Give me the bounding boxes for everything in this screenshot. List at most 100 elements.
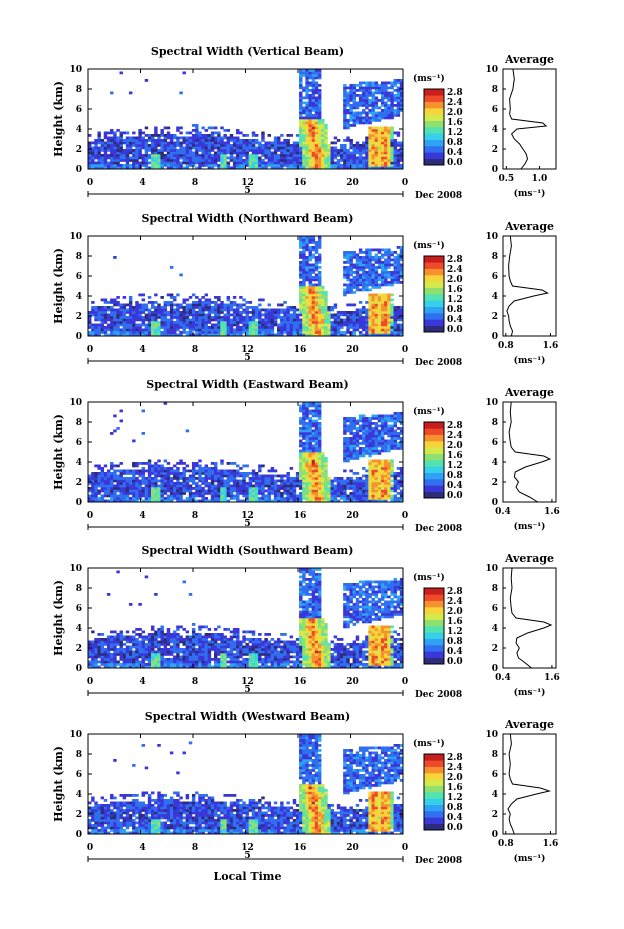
heatmap-cell — [113, 313, 117, 317]
heatmap-cell — [377, 266, 382, 269]
heatmap-cell — [169, 266, 174, 269]
heatmap-cell — [236, 311, 240, 314]
heatmap-cell — [97, 131, 101, 135]
heatmap-cell — [251, 472, 256, 475]
heatmap-cell — [201, 333, 205, 337]
heatmap-cell — [387, 253, 391, 257]
heatmap-cell — [119, 318, 123, 322]
heatmap-cell — [399, 326, 404, 329]
heatmap-cell — [185, 331, 190, 334]
avg-y-tick-label: 4 — [492, 292, 498, 302]
heatmap-cell — [270, 474, 275, 478]
heatmap-cell — [201, 159, 205, 162]
heatmap-cell — [314, 81, 319, 85]
heatmap-cell — [311, 459, 316, 463]
heatmap-cell — [299, 246, 303, 249]
heatmap-cell — [317, 146, 322, 150]
heatmap-cell — [317, 303, 322, 307]
heatmap-cell — [217, 154, 221, 157]
heatmap-cell — [324, 316, 328, 319]
heatmap-cell — [330, 326, 334, 329]
heatmap-cell — [151, 464, 155, 468]
heatmap-cell — [324, 492, 328, 495]
heatmap-cell — [270, 321, 275, 324]
heatmap-cell — [343, 313, 347, 317]
heatmap-cell — [277, 164, 281, 167]
heatmap-cell — [103, 151, 108, 155]
heatmap-cell — [352, 313, 357, 317]
heatmap-cell — [201, 479, 205, 483]
heatmap-cell — [380, 91, 385, 95]
heatmap-cell — [380, 146, 385, 150]
heatmap-cell — [251, 492, 256, 495]
heatmap-cell — [239, 156, 243, 160]
heatmap-cell — [226, 136, 231, 140]
heatmap-cell — [125, 141, 130, 145]
heatmap-cell — [324, 459, 328, 463]
heatmap-cell — [289, 477, 294, 480]
heatmap-cell — [214, 462, 218, 465]
heatmap-cell — [314, 104, 319, 107]
heatmap-cell — [371, 159, 375, 162]
heatmap-cell — [384, 271, 388, 274]
heatmap-cell — [362, 422, 366, 425]
heatmap-cell — [166, 293, 171, 297]
panel-1 — [87, 68, 404, 197]
heatmap-cell — [138, 139, 142, 142]
heatmap-cell — [113, 499, 117, 503]
heatmap-cell — [188, 311, 193, 314]
heatmap-cell — [349, 484, 353, 488]
heatmap-cell — [198, 464, 202, 468]
heatmap-cell — [160, 469, 164, 473]
heatmap-cell — [299, 404, 303, 408]
heatmap-cell — [308, 268, 312, 272]
heatmap-cell — [232, 146, 237, 150]
heatmap-cell — [377, 164, 382, 167]
heatmap-cell — [254, 333, 259, 337]
heatmap-cell — [132, 487, 136, 490]
heatmap-cell — [305, 146, 309, 150]
heatmap-cell — [365, 311, 369, 314]
heatmap-cell — [283, 311, 287, 314]
heatmap-cell — [236, 499, 240, 503]
heatmap-cell — [380, 326, 385, 329]
heatmap-cell — [349, 311, 353, 314]
heatmap-cell — [343, 444, 347, 448]
heatmap-cell — [343, 417, 347, 420]
heatmap-cell — [349, 437, 353, 440]
heatmap-cell — [210, 144, 215, 147]
heatmap-cell — [321, 161, 325, 165]
heatmap-cell — [308, 497, 312, 500]
heatmap-cell — [91, 141, 95, 145]
heatmap-cell — [308, 81, 312, 85]
heatmap-cell — [229, 321, 234, 324]
heatmap-cell — [166, 467, 171, 470]
heatmap-cell — [214, 492, 218, 495]
heatmap-cell — [229, 326, 234, 329]
heatmap-cell — [393, 166, 397, 170]
heatmap-cell — [273, 487, 278, 490]
heatmap-cell — [377, 139, 382, 142]
heatmap-cell — [377, 136, 382, 140]
heatmap-cell — [258, 469, 262, 473]
heatmap-cell — [258, 489, 262, 493]
heatmap-cell — [374, 306, 379, 309]
heatmap-cell — [349, 288, 353, 292]
heatmap-cell — [317, 109, 322, 112]
heatmap-cell — [355, 283, 360, 287]
heatmap-cell — [396, 313, 401, 317]
heatmap-cell — [138, 134, 142, 137]
heatmap-cell — [100, 472, 105, 475]
heatmap-cell — [151, 146, 155, 150]
heatmap-cell — [188, 328, 193, 332]
heatmap-cell — [128, 477, 133, 480]
day-label: 5 — [244, 186, 250, 196]
x-tick-label: 8 — [192, 345, 198, 355]
heatmap-cell — [280, 318, 284, 322]
heatmap-cell — [210, 161, 215, 165]
heatmap-cell — [305, 437, 309, 440]
heatmap-cell — [94, 318, 98, 322]
heatmap-cell — [88, 323, 92, 327]
heatmap-cell — [358, 452, 363, 455]
average-frame — [502, 235, 557, 337]
